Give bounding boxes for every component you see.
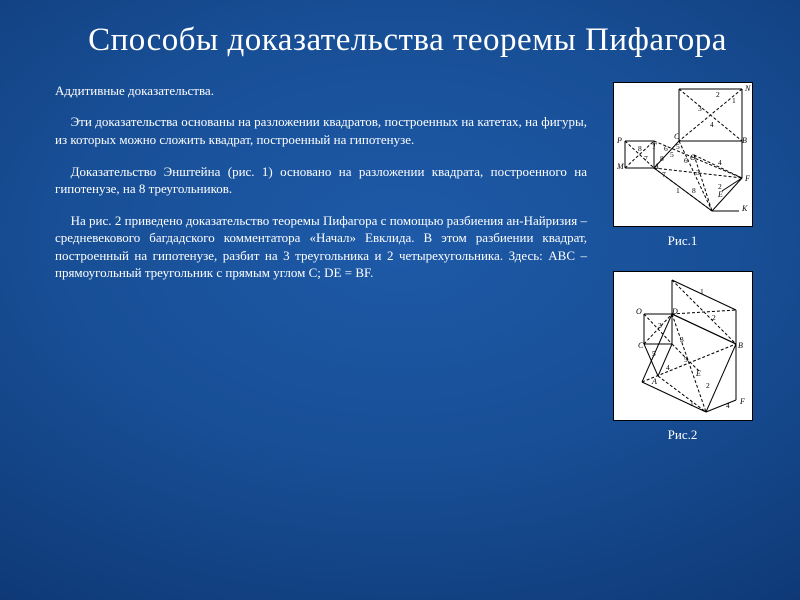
svg-text:8: 8 [692, 186, 696, 195]
svg-text:5: 5 [684, 355, 688, 364]
text-column: Аддитивные доказательства. Эти доказател… [55, 82, 587, 580]
svg-text:F: F [739, 397, 745, 406]
svg-text:N: N [744, 84, 751, 93]
slide-title: Способы доказательства теоремы Пифагора [55, 22, 760, 60]
subtitle: Аддитивные доказательства. [55, 82, 587, 100]
svg-text:F: F [744, 174, 750, 183]
svg-text:P: P [616, 136, 622, 145]
svg-text:8: 8 [638, 144, 642, 153]
svg-text:7: 7 [644, 154, 648, 163]
svg-text:B: B [738, 341, 743, 350]
svg-text:2: 2 [718, 182, 722, 191]
svg-text:4: 4 [666, 363, 670, 372]
svg-text:2: 2 [712, 313, 716, 322]
svg-text:7: 7 [662, 170, 666, 179]
paragraph-2: Доказательство Энштейна (рис. 1) основан… [55, 163, 587, 198]
svg-text:2: 2 [716, 90, 720, 99]
svg-text:C: C [638, 341, 644, 350]
paragraph-1: Эти доказательства основаны на разложени… [55, 113, 587, 148]
svg-text:4: 4 [726, 401, 730, 410]
svg-text:6: 6 [664, 144, 668, 153]
svg-text:T: T [652, 142, 657, 151]
svg-text:5: 5 [652, 349, 656, 358]
figure-column: NBFKECAMPOT12345687871832465 Рис.1 ODCBA… [605, 82, 760, 580]
svg-text:A: A [651, 377, 657, 386]
figure-2-caption: Рис.2 [668, 427, 698, 443]
svg-text:4: 4 [718, 158, 722, 167]
svg-text:4: 4 [710, 120, 714, 129]
svg-text:3: 3 [696, 168, 700, 177]
svg-text:3: 3 [680, 335, 684, 344]
svg-text:2: 2 [706, 381, 710, 390]
svg-text:5: 5 [670, 150, 674, 159]
svg-text:C: C [674, 132, 680, 141]
svg-text:A: A [653, 162, 659, 171]
svg-text:1: 1 [676, 186, 680, 195]
svg-text:E: E [695, 369, 701, 378]
slide: Способы доказательства теоремы Пифагора … [0, 0, 800, 600]
svg-text:1: 1 [732, 96, 736, 105]
svg-text:D: D [671, 307, 678, 316]
figure-1-caption: Рис.1 [668, 233, 698, 249]
figure-1: NBFKECAMPOT12345687871832465 [613, 82, 753, 227]
svg-text:M: M [616, 162, 625, 171]
svg-text:8: 8 [660, 154, 664, 163]
figure-2: O D C B A E F 1 2 3 3 5 4 5 2 1 4 [613, 271, 753, 421]
svg-text:B: B [742, 136, 747, 145]
svg-text:O: O [690, 153, 696, 162]
svg-text:E: E [717, 190, 723, 199]
svg-text:O: O [636, 307, 642, 316]
svg-text:3: 3 [698, 104, 702, 113]
svg-text:1: 1 [690, 399, 694, 408]
content-row: Аддитивные доказательства. Эти доказател… [55, 82, 760, 580]
svg-text:1: 1 [700, 287, 704, 296]
svg-text:5: 5 [676, 142, 680, 151]
svg-text:K: K [741, 204, 748, 213]
paragraph-3: На рис. 2 приведено доказательство теоре… [55, 212, 587, 282]
svg-text:3: 3 [658, 321, 662, 330]
svg-text:6: 6 [684, 156, 688, 165]
